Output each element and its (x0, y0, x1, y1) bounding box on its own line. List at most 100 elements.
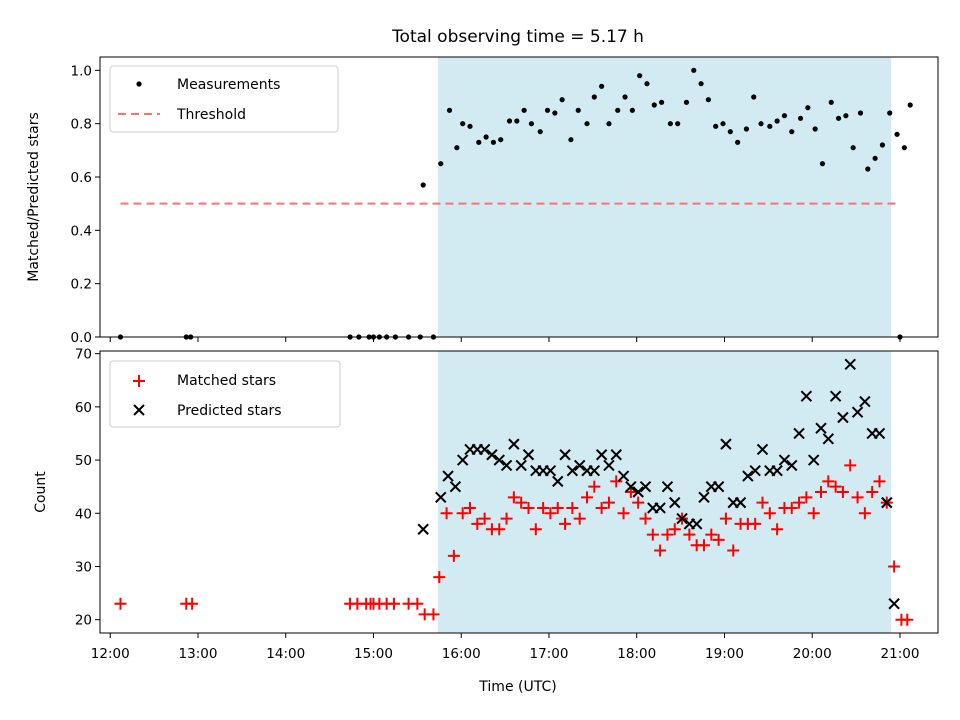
measurement-point (812, 126, 818, 132)
measurement-point (483, 134, 489, 140)
matched-star-point (815, 486, 828, 498)
predicted-star-point (617, 470, 630, 482)
measurement-point (438, 161, 444, 167)
measurement-point (727, 129, 733, 135)
matched-star-point (581, 491, 594, 504)
matched-star-point (756, 496, 769, 509)
predicted-star-point (793, 427, 805, 440)
y-tick-label: 0.0 (71, 330, 92, 346)
matched-star-point (114, 597, 127, 610)
matched-star-point (456, 507, 469, 520)
measurement-point (713, 123, 719, 129)
matched-star-point (727, 544, 740, 557)
measurements-legend-marker (136, 81, 142, 87)
x-tick-label: 19:00 (705, 646, 744, 662)
measurement-point (901, 145, 907, 151)
predicted-star-point (639, 480, 652, 493)
measurement-point (781, 113, 788, 119)
predicted-star-point (778, 454, 791, 466)
matched-star-point (617, 507, 630, 520)
top-x-ticks (109, 337, 901, 342)
measurement-point (835, 115, 842, 121)
x-axis-label: Time (UTC) (478, 679, 556, 695)
predicted-star-point (625, 480, 637, 493)
measurement-point (498, 137, 504, 143)
measurement-point (872, 155, 878, 161)
measurement-point (460, 121, 466, 127)
predicted-star-point (588, 465, 601, 477)
predicted-star-point (676, 512, 688, 525)
measurement-point (537, 129, 543, 135)
matched-star-point (433, 571, 446, 584)
top-y-ticks: 0.0 0.2 0.4 0.6 0.8 1.0 (71, 63, 100, 346)
y-tick-label: 0.8 (71, 117, 92, 133)
measurement-point (675, 121, 681, 127)
predicted-star-point (610, 449, 622, 461)
measurement-point (514, 118, 520, 124)
chart-title: Total observing time = 5.17 h (391, 27, 644, 47)
x-tick-label: 12:00 (91, 646, 130, 662)
measurements-legend-label: Measurements (177, 77, 280, 93)
predicted-star-point (749, 465, 761, 477)
matched-star-point (800, 491, 813, 504)
matched-star-point (537, 501, 550, 514)
measurement-point (446, 107, 453, 113)
predicted-star-point (837, 411, 849, 424)
measurement-point (591, 94, 597, 100)
predicted-star-point (742, 470, 754, 482)
predicted-star-point (698, 491, 710, 504)
predicted-star-point (712, 480, 725, 493)
top-y-axis-label: Matched/Predicted stars (26, 112, 42, 282)
measurement-point (575, 107, 581, 113)
matched-star-point (551, 501, 564, 514)
measurement-point (691, 67, 697, 73)
matched-star-point (698, 539, 711, 552)
predicted-star-point (478, 443, 491, 456)
matched-star-point (873, 475, 886, 488)
matched-star-point (588, 480, 601, 493)
predicted-star-point (435, 491, 447, 504)
threshold-legend-label: Threshold (176, 107, 246, 123)
top-legend-box (109, 65, 339, 133)
matched-star-point (566, 501, 579, 514)
measurement-point (606, 121, 612, 127)
measurement-point (467, 123, 473, 129)
predicted-star-point (566, 465, 579, 477)
matched-star-point (712, 533, 725, 546)
predicted-star-point (690, 518, 703, 530)
matched-star-point (668, 523, 681, 536)
predicted-star-point (771, 465, 783, 477)
bottom-legend-box (109, 360, 341, 428)
predicted-star-point (573, 459, 586, 472)
predicted-star-point (756, 443, 769, 456)
measurement-point (758, 121, 764, 127)
predicted-star-point (859, 395, 871, 408)
matched-star-point (602, 496, 615, 509)
matched-star-point (478, 512, 491, 525)
matched-star-point (595, 501, 608, 514)
measurement-point (683, 99, 690, 105)
measurement-point (584, 121, 590, 127)
measurement-point (568, 137, 574, 143)
matched-star-point (771, 523, 784, 536)
measurement-point (751, 94, 757, 100)
predicted-star-point (807, 454, 820, 466)
predicted-star-point (500, 459, 513, 472)
matched-star-point (807, 507, 820, 520)
measurement-point (651, 102, 657, 108)
predicted-star-point (800, 390, 813, 402)
predicted-star-point (632, 486, 644, 498)
matched-star-point (471, 517, 484, 530)
predicted-star-point (552, 475, 564, 488)
observing-span-shade (437, 57, 892, 337)
predicted-star-point (544, 465, 557, 477)
bottom-x-ticks: 12:00 13:00 14:00 15:00 16:00 17:00 18:00 19:00… (91, 633, 919, 662)
predicted-star-point (486, 449, 498, 461)
matched-star-point (888, 560, 901, 573)
measurement-point (637, 73, 643, 79)
measurement-point (599, 83, 605, 89)
measurement-point (894, 131, 900, 137)
measurement-point (735, 139, 741, 145)
matched-star-point (500, 512, 513, 525)
predicted-star-point (595, 449, 608, 461)
